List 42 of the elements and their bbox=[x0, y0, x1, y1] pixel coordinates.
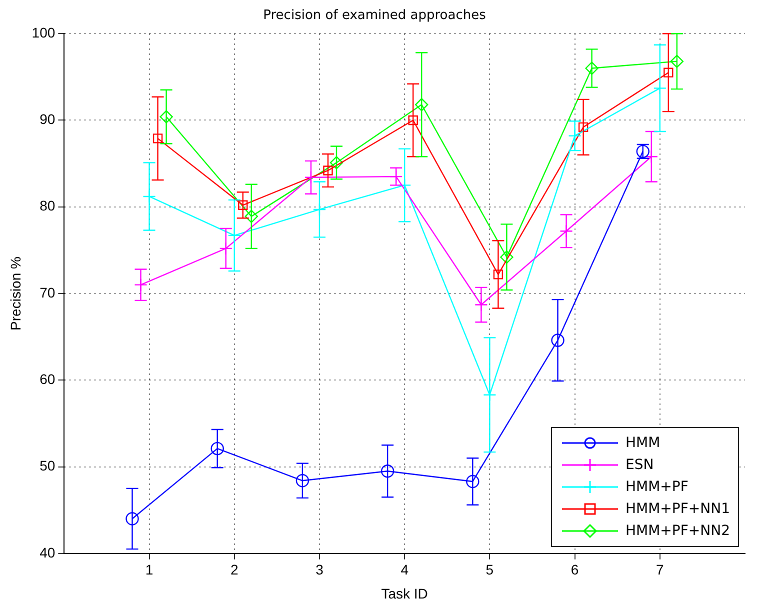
y-tick-label: 60 bbox=[40, 370, 56, 387]
y-tick-label: 100 bbox=[32, 24, 56, 40]
point bbox=[670, 54, 684, 68]
point bbox=[380, 464, 394, 478]
point bbox=[323, 166, 333, 176]
point bbox=[210, 442, 224, 456]
legend-label: ESN bbox=[626, 457, 654, 474]
y-tick-label: 70 bbox=[40, 284, 56, 300]
x-tick-label: 5 bbox=[486, 562, 494, 578]
chart-title: Precision of examined approaches bbox=[263, 8, 486, 24]
x-tick-label: 3 bbox=[316, 562, 324, 578]
legend-label: HMM+PF+NN1 bbox=[626, 501, 730, 518]
point bbox=[493, 270, 504, 280]
legend-label: HMM+PF bbox=[626, 479, 688, 496]
point bbox=[500, 250, 514, 264]
point bbox=[160, 110, 173, 124]
y-tick-label: 90 bbox=[40, 111, 56, 128]
y-tick-label: 40 bbox=[40, 544, 56, 560]
point bbox=[152, 134, 163, 144]
point bbox=[585, 62, 598, 75]
x-tick-label: 6 bbox=[570, 562, 579, 578]
y-tick-label: 80 bbox=[40, 198, 56, 214]
point bbox=[238, 200, 248, 210]
x-tick-label: 7 bbox=[656, 562, 664, 578]
point bbox=[664, 68, 674, 78]
point bbox=[408, 115, 418, 126]
x-tick-label: 4 bbox=[400, 562, 409, 578]
point bbox=[551, 334, 564, 347]
y-tick-label: 50 bbox=[40, 458, 56, 474]
y-axis-title: Precision % bbox=[7, 256, 24, 330]
point bbox=[578, 122, 588, 132]
x-tick-label: 2 bbox=[230, 562, 238, 578]
point bbox=[126, 512, 139, 526]
point bbox=[466, 474, 480, 488]
x-axis-title: Task ID bbox=[381, 585, 428, 602]
point bbox=[296, 474, 310, 488]
x-tick-label: 1 bbox=[145, 562, 154, 578]
legend-label: HMM bbox=[626, 435, 660, 452]
point bbox=[244, 210, 258, 223]
point bbox=[330, 156, 344, 170]
point bbox=[415, 98, 428, 112]
legend-label: HMM+PF+NN2 bbox=[626, 523, 730, 540]
